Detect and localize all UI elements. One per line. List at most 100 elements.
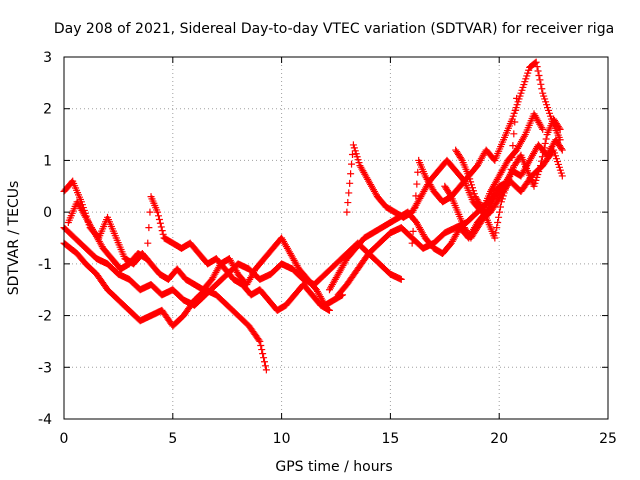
- data-point: [533, 173, 541, 181]
- data-point: [541, 139, 549, 147]
- series-track-10: [441, 94, 521, 242]
- data-point: [538, 124, 546, 132]
- data-point: [345, 189, 353, 197]
- data-point: [496, 203, 504, 211]
- plot-frame: [63, 56, 609, 420]
- data-point: [491, 234, 499, 242]
- data-point: [520, 132, 528, 140]
- data-point: [557, 145, 565, 153]
- series-track-9: [452, 115, 564, 242]
- data-point: [457, 155, 465, 163]
- data-point: [492, 229, 500, 237]
- data-point: [537, 80, 545, 88]
- series-track-6: [334, 146, 566, 299]
- x-tick-label: 15: [381, 431, 399, 447]
- data-point: [532, 58, 540, 66]
- data-point: [261, 358, 269, 366]
- data-point: [256, 337, 264, 345]
- data-point: [261, 362, 269, 370]
- data-point: [558, 146, 566, 154]
- data-point: [512, 106, 520, 114]
- data-point: [536, 76, 544, 84]
- data-point: [145, 224, 153, 232]
- data-point: [556, 136, 564, 144]
- y-tick-label: 2: [43, 102, 52, 118]
- data-point: [409, 227, 417, 235]
- y-tick-label: -2: [38, 309, 52, 325]
- data-point: [347, 170, 355, 178]
- y-tick-label: 3: [43, 50, 52, 66]
- data-point: [158, 227, 166, 235]
- data-point: [446, 191, 454, 199]
- data-point: [556, 125, 564, 133]
- x-tick-label: 0: [60, 431, 69, 447]
- data-point: [531, 59, 539, 67]
- data-point: [156, 219, 164, 227]
- data-point: [257, 341, 265, 349]
- data-point: [352, 150, 360, 158]
- data-point: [413, 180, 421, 188]
- data-point: [467, 178, 475, 186]
- data-point: [534, 170, 542, 178]
- data-point: [349, 141, 357, 149]
- data-point: [508, 153, 516, 161]
- data-point: [494, 218, 502, 226]
- data-point: [510, 130, 518, 138]
- data-point: [466, 175, 474, 183]
- data-point: [496, 208, 504, 216]
- data-point: [260, 354, 268, 362]
- data-point: [155, 212, 163, 220]
- data-point: [532, 176, 540, 184]
- data-point: [144, 239, 152, 247]
- data-point: [408, 239, 416, 247]
- data-point: [533, 63, 541, 71]
- data-point: [343, 208, 351, 216]
- series-track-1: [60, 239, 270, 374]
- data-point: [468, 184, 476, 192]
- data-point: [259, 350, 267, 358]
- grid-lines: [64, 57, 608, 419]
- data-point: [536, 165, 544, 173]
- data-point: [412, 192, 420, 200]
- data-point: [346, 179, 354, 187]
- data-point: [255, 336, 263, 344]
- data-point: [531, 179, 539, 187]
- data-point: [555, 124, 563, 132]
- data-point: [534, 67, 542, 75]
- x-tick-label: 5: [168, 431, 177, 447]
- y-axis-label: SDTVAR / TECUs: [6, 181, 22, 296]
- data-point: [465, 172, 473, 180]
- y-tick-label: -4: [38, 412, 52, 428]
- data-point: [511, 118, 519, 126]
- y-tick-label: -1: [38, 257, 52, 273]
- data-point: [410, 216, 418, 224]
- data-point: [397, 275, 405, 283]
- data-point: [507, 165, 515, 173]
- data-point: [537, 157, 545, 165]
- data-point: [351, 147, 359, 155]
- data-point: [258, 346, 266, 354]
- data-point: [143, 255, 151, 263]
- data-point: [470, 190, 478, 198]
- data-point: [477, 201, 485, 209]
- data-point: [513, 94, 521, 102]
- data-point: [540, 144, 548, 152]
- data-point: [154, 208, 162, 216]
- data-point: [344, 199, 352, 207]
- data-point: [468, 181, 476, 189]
- data-point: [537, 162, 545, 170]
- data-point: [325, 306, 333, 314]
- data-point: [469, 187, 477, 195]
- series-track-4: [60, 224, 405, 309]
- x-tick-labels: 0 5 10 15 20 25: [60, 431, 617, 447]
- data-point: [353, 153, 361, 161]
- x-tick-label: 20: [490, 431, 508, 447]
- data-point: [538, 153, 546, 161]
- x-tick-label: 10: [273, 431, 291, 447]
- y-tick-label: -3: [38, 360, 52, 376]
- x-axis-label: GPS time / hours: [275, 459, 392, 475]
- data-point: [355, 159, 363, 167]
- data-point: [558, 172, 566, 180]
- data-point: [495, 213, 503, 221]
- data-point: [509, 142, 517, 150]
